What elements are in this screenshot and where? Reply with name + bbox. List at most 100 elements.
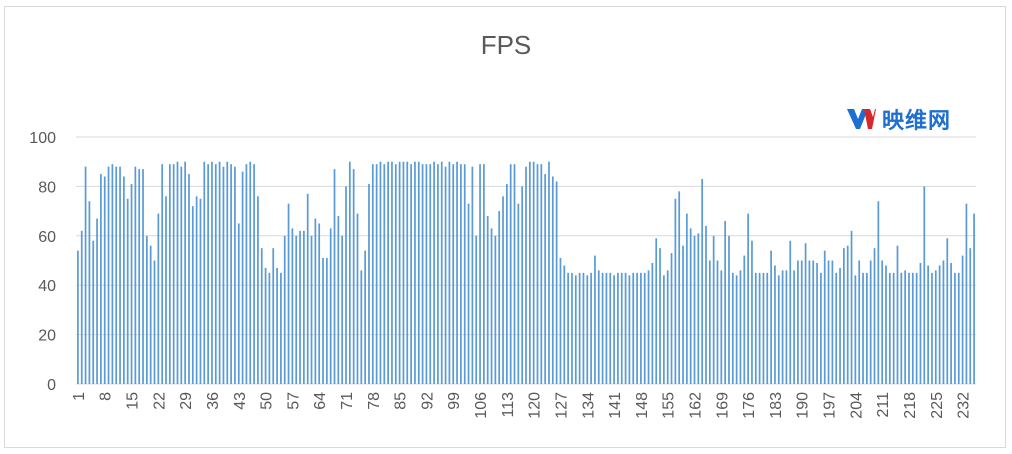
bar (816, 262, 818, 384)
bar (226, 161, 229, 384)
x-tick-label: 113 (500, 392, 517, 418)
bar (467, 203, 470, 384)
x-tick-label: 64 (312, 392, 329, 410)
bar (456, 161, 458, 384)
bar (858, 260, 861, 384)
bar (785, 270, 788, 384)
bar (257, 196, 259, 384)
bar (820, 272, 822, 384)
bar (417, 161, 420, 384)
bar (670, 253, 673, 384)
bar (172, 164, 175, 384)
x-tick-label: 29 (178, 392, 195, 410)
bar (111, 164, 114, 384)
x-tick-label: 85 (393, 392, 410, 410)
x-tick-label: 1 (71, 392, 88, 401)
bar (88, 201, 91, 384)
bar (521, 186, 524, 384)
bar (689, 228, 692, 384)
bar (559, 258, 562, 384)
bar (237, 223, 240, 384)
bar (260, 248, 263, 384)
bar (605, 272, 608, 384)
bar (509, 164, 512, 384)
bar (471, 166, 474, 384)
bar (674, 198, 677, 384)
x-tick-label: 232 (956, 392, 973, 419)
x-tick-label: 15 (125, 392, 142, 410)
bar (751, 240, 753, 384)
bar (341, 235, 344, 384)
bar (410, 164, 412, 384)
bar (693, 235, 696, 384)
bar (854, 275, 857, 384)
bar (766, 272, 769, 384)
bar (804, 243, 807, 384)
bar (360, 270, 363, 384)
bar (701, 178, 704, 384)
bar (371, 164, 374, 384)
bar (532, 161, 535, 384)
bar (586, 275, 589, 384)
bar (145, 235, 148, 384)
bar (716, 260, 719, 384)
bar (333, 169, 336, 384)
bar (325, 258, 328, 384)
bar (651, 262, 654, 384)
bar (846, 245, 849, 384)
bar (927, 265, 929, 384)
bar (318, 223, 321, 384)
bar (540, 164, 543, 384)
x-tick-label: 120 (527, 392, 544, 419)
x-tick-label: 225 (929, 392, 946, 419)
bar (203, 161, 206, 384)
bar (544, 174, 547, 384)
y-tick-label: 40 (38, 278, 56, 295)
y-tick-label: 60 (38, 229, 56, 246)
bar (406, 161, 409, 384)
bar (758, 272, 761, 384)
bar (774, 265, 776, 384)
bar (923, 186, 926, 384)
bar (199, 198, 202, 384)
x-tick-label: 211 (875, 392, 892, 418)
bar (115, 166, 118, 384)
bar (433, 161, 435, 384)
x-tick-label: 162 (688, 392, 705, 419)
bar (483, 164, 485, 384)
bar (391, 161, 393, 384)
bar (299, 230, 301, 384)
bar (126, 198, 129, 384)
bar (973, 213, 975, 384)
x-tick-label: 71 (339, 392, 356, 410)
bar (287, 203, 290, 384)
bar (961, 255, 964, 384)
bar (946, 238, 949, 384)
bar (383, 164, 386, 384)
bar (548, 161, 550, 384)
bar (188, 174, 190, 384)
bar (632, 272, 635, 384)
bar (77, 250, 79, 384)
bar (295, 235, 298, 384)
bar (931, 272, 933, 384)
bar (165, 196, 167, 384)
bar (490, 228, 493, 384)
bar (655, 238, 658, 384)
bar (184, 161, 187, 384)
bar (678, 191, 681, 384)
bar (337, 216, 340, 384)
bar (666, 270, 669, 384)
bar (345, 186, 347, 384)
bar (103, 176, 106, 384)
bar (329, 228, 332, 384)
bar (770, 250, 772, 384)
bar (808, 260, 811, 384)
bar (230, 164, 232, 384)
bar (314, 218, 317, 384)
bar (793, 270, 795, 384)
bar (394, 164, 397, 384)
bar (896, 245, 899, 384)
bar (153, 260, 156, 384)
